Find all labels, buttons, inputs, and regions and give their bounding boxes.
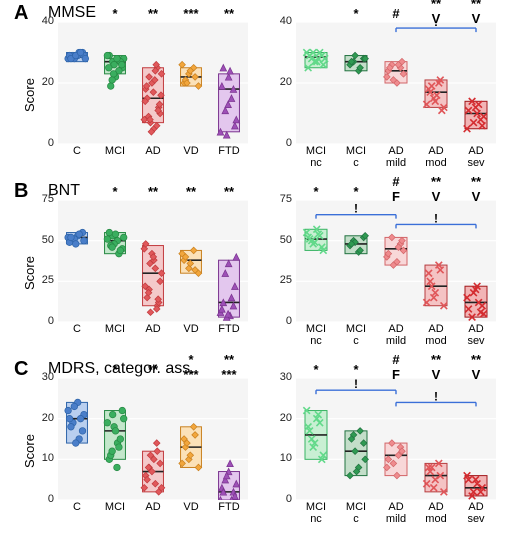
xlabel: ADmod	[416, 324, 456, 347]
sig-label: **V	[416, 174, 456, 204]
ytick: 20	[32, 412, 54, 424]
sig-label: **	[134, 184, 172, 199]
ytick: 75	[32, 193, 54, 205]
ytick: 40	[270, 15, 292, 27]
sig-label: *	[336, 362, 376, 377]
chart-B-left	[58, 200, 248, 322]
sig-label: *	[296, 184, 336, 199]
sig-label: *	[336, 6, 376, 21]
sig-label: **	[210, 184, 248, 199]
sig-label: *	[336, 184, 376, 199]
xlabel: MCInc	[296, 502, 336, 525]
sig-label: **V	[416, 352, 456, 382]
xlabel: ADmild	[376, 146, 416, 169]
ytick: 30	[270, 371, 292, 383]
sig-label: **V	[416, 0, 456, 26]
sig-label: ****	[172, 352, 210, 382]
ytick: 25	[270, 274, 292, 286]
ytick: 50	[32, 234, 54, 246]
xlabel: MCIc	[336, 324, 376, 347]
xlabel: MCIc	[336, 502, 376, 525]
ytick: 0	[270, 315, 292, 327]
ytick: 25	[32, 274, 54, 286]
xlabel: AD	[134, 502, 172, 514]
sig-label: *****	[210, 352, 248, 382]
panel-label-A: A	[14, 2, 28, 25]
xlabel: VD	[172, 502, 210, 514]
sig-label: *	[296, 362, 336, 377]
svg-text:!: !	[354, 378, 358, 391]
sig-label: **V	[456, 352, 496, 382]
ytick: 20	[270, 76, 292, 88]
xlabel: AD	[134, 324, 172, 336]
sig-label: **	[134, 362, 172, 377]
xlabel: AD	[134, 146, 172, 158]
ytick: 75	[270, 193, 292, 205]
xlabel: ADsev	[456, 324, 496, 347]
sig-label: **V	[456, 0, 496, 26]
xlabel: MCI	[96, 146, 134, 158]
ytick: 0	[270, 137, 292, 149]
ytick: 30	[32, 371, 54, 383]
panel-label-C: C	[14, 358, 28, 381]
sig-label: #F	[376, 174, 416, 204]
xlabel: FTD	[210, 146, 248, 158]
xlabel: ADsev	[456, 502, 496, 525]
sig-label: **V	[456, 174, 496, 204]
svg-text:!: !	[434, 389, 438, 403]
xlabel: C	[58, 324, 96, 336]
sig-label: *	[96, 362, 134, 377]
ytick: 40	[32, 15, 54, 27]
xlabel: C	[58, 502, 96, 514]
panel-label-B: B	[14, 180, 28, 203]
ytick: 10	[32, 452, 54, 464]
xlabel: ADmild	[376, 324, 416, 347]
xlabel: ADmild	[376, 502, 416, 525]
ytick: 0	[32, 137, 54, 149]
ytick: 0	[32, 493, 54, 505]
sig-label: ***	[172, 6, 210, 21]
chart-A-left	[58, 22, 248, 144]
sig-label: **	[172, 184, 210, 199]
xlabel: FTD	[210, 502, 248, 514]
ytick: 50	[270, 234, 292, 246]
xlabel: MCI	[96, 502, 134, 514]
ytick: 20	[270, 412, 292, 424]
svg-text:!: !	[434, 211, 438, 225]
svg-text:!: !	[354, 202, 358, 216]
chart-C-right: !!	[296, 378, 496, 500]
sig-label: **	[210, 6, 248, 21]
sig-label: *	[96, 6, 134, 21]
panel-subtitle-A: MMSE	[48, 4, 96, 22]
xlabel: MCInc	[296, 324, 336, 347]
xlabel: VD	[172, 146, 210, 158]
sig-label: #	[376, 6, 416, 21]
chart-C-left	[58, 378, 248, 500]
xlabel: MCIc	[336, 146, 376, 169]
xlabel: ADmod	[416, 502, 456, 525]
xlabel: ADmod	[416, 146, 456, 169]
ytick: 20	[32, 76, 54, 88]
sig-label: *	[96, 184, 134, 199]
ytick: 0	[270, 493, 292, 505]
xlabel: VD	[172, 324, 210, 336]
xlabel: C	[58, 146, 96, 158]
sig-label: **	[134, 6, 172, 21]
chart-A-right: !	[296, 22, 496, 144]
xlabel: ADsev	[456, 146, 496, 169]
chart-B-right: !!	[296, 200, 496, 322]
ytick: 0	[32, 315, 54, 327]
xlabel: FTD	[210, 324, 248, 336]
sig-label: #F	[376, 352, 416, 382]
ytick: 10	[270, 452, 292, 464]
xlabel: MCInc	[296, 146, 336, 169]
xlabel: MCI	[96, 324, 134, 336]
